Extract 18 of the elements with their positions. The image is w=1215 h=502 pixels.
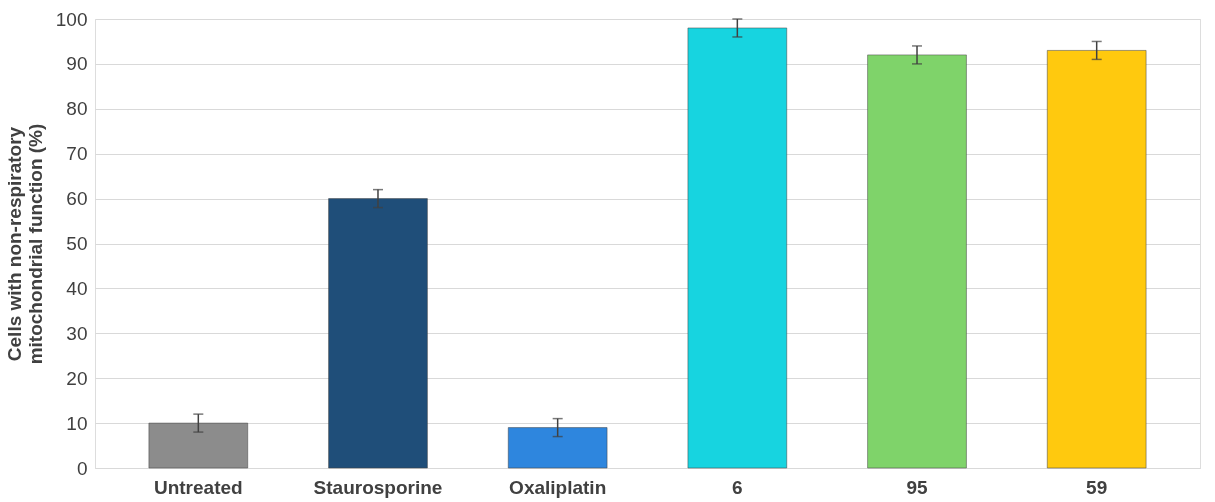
x-tick-label: Oxaliplatin [509,476,607,498]
x-tick-label: Untreated [153,476,243,498]
y-tick-label: 80 [66,98,88,120]
y-tick-label: 40 [66,277,88,299]
x-tick-label: 95 [906,476,929,498]
y-tick-label: 60 [66,188,88,210]
y-tick-label: 90 [66,53,88,75]
x-tick-label: 59 [1086,476,1108,498]
y-tick-label: 100 [55,8,88,30]
y-tick-label: 20 [66,367,88,389]
y-tick-label: 50 [66,233,88,254]
y-tick-label: 70 [66,143,88,165]
y-tick-label: 0 [76,457,88,479]
x-tick-label: 6 [732,476,743,498]
x-tick-label: Staurosporine [313,476,443,498]
y-tick-label: 10 [66,412,88,434]
y-axis-title: Cells with non-respiratory mitochondrial function (%) [3,123,46,365]
y-tick-label: 30 [66,322,88,344]
